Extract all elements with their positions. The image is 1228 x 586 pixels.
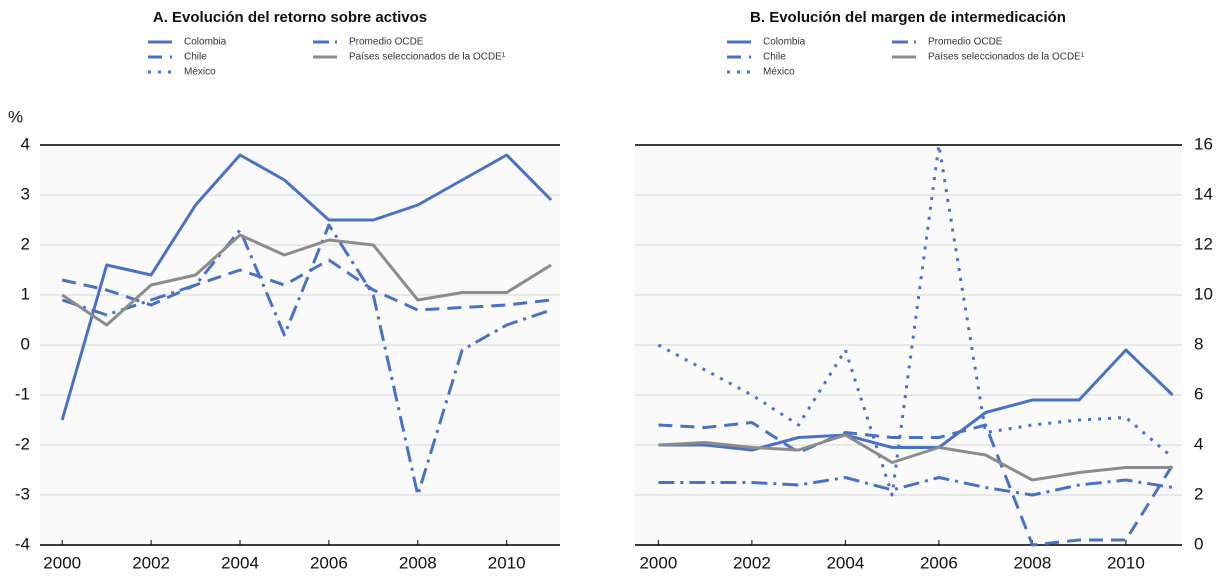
legend-label: Chile [763,52,786,63]
series-line [658,433,1173,482]
series-line [658,476,1173,497]
y-tick-label: -4 [15,534,30,553]
y-tick-label: -2 [15,434,30,453]
y-tick-label: 1 [21,284,30,303]
legend-label: México [184,67,216,78]
y-tick-label: 4 [1194,434,1203,453]
y-tick-label: 2 [1194,484,1203,503]
x-tick-label: 2008 [399,553,437,572]
y-tick-label: 8 [1194,334,1203,353]
y-tick-label: 2 [21,234,30,253]
y-tick-label: 16 [1194,134,1213,153]
x-tick-label: 2006 [920,553,958,572]
y-tick-label: 4 [21,134,30,153]
x-tick-label: 2000 [43,553,81,572]
y-tick-label: -3 [15,484,30,503]
y-tick-label: 0 [21,334,30,353]
y-tick-label: 3 [21,184,30,203]
legend-label: Países seleccionados de la OCDE¹ [928,52,1085,63]
y-tick-label: 6 [1194,384,1203,403]
series-line [60,153,553,421]
x-tick-label: 2004 [221,553,259,572]
x-tick-label: 2010 [488,553,526,572]
series-line [658,348,1174,452]
y-tick-label: 0 [1194,534,1203,553]
legend-label: Promedio OCDE [349,37,424,48]
series-line [61,223,552,497]
legend-label: Chile [184,52,207,63]
x-tick-label: 2006 [310,553,348,572]
y-tick-label: 10 [1194,284,1213,303]
series-line [61,258,552,312]
x-tick-label: 2004 [826,553,864,572]
x-tick-label: 2010 [1107,553,1145,572]
x-tick-label: 2008 [1013,553,1051,572]
legend-label: Colombia [184,37,227,48]
chart-title: B. Evolución del margen de intermedicaci… [750,9,1066,26]
series-line [658,421,1174,547]
legend-label: Promedio OCDE [928,37,1003,48]
legend-label: Países seleccionados de la OCDE¹ [349,52,506,63]
y-tick-label: 12 [1194,234,1213,253]
chart-title: A. Evolución del retorno sobre activos [153,9,427,26]
x-tick-label: 2002 [733,553,771,572]
legend-label: México [763,67,795,78]
legend-label: Colombia [763,37,806,48]
y-unit-label: % [8,107,23,126]
x-tick-label: 2002 [132,553,170,572]
series-line [61,233,552,327]
y-tick-label: -1 [15,384,30,403]
x-tick-label: 2000 [639,553,677,572]
y-tick-label: 14 [1194,184,1213,203]
